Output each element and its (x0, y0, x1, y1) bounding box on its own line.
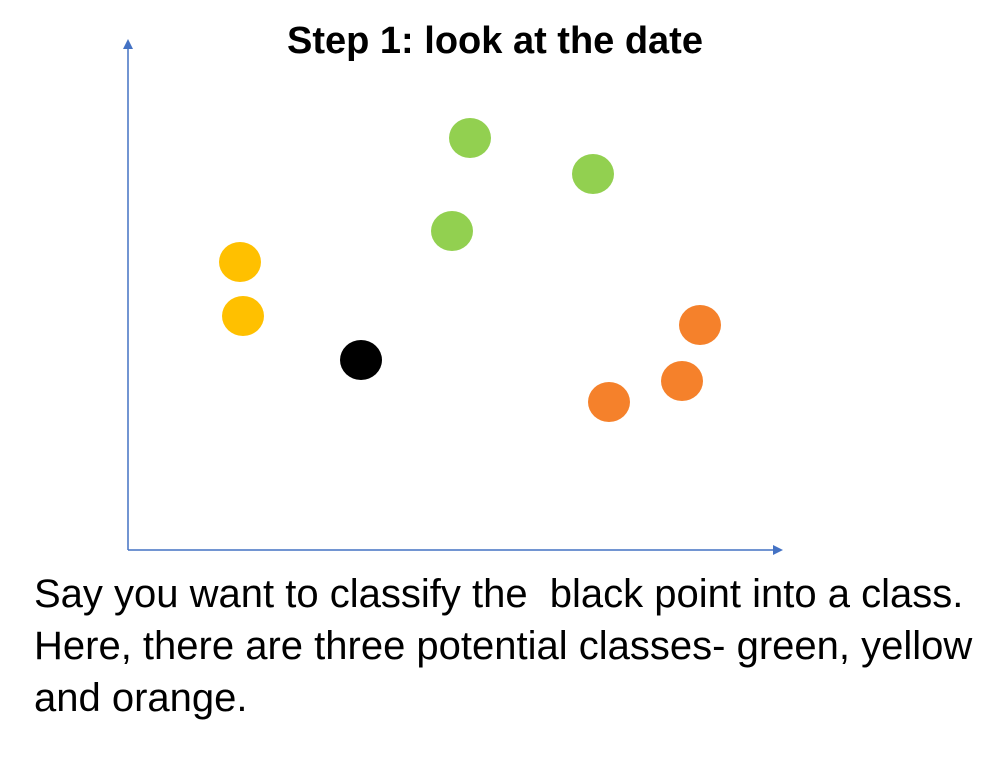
green-point (572, 154, 614, 194)
orange-point (661, 361, 703, 401)
caption-text: Say you want to classify the black point… (34, 572, 984, 720)
data-points (219, 118, 721, 422)
slide-title: Step 1: look at the date (287, 20, 703, 62)
black-point (340, 340, 382, 380)
green-point (431, 211, 473, 251)
orange-point (588, 382, 630, 422)
orange-point (679, 305, 721, 345)
yellow-point (219, 242, 261, 282)
green-point (449, 118, 491, 158)
scatter-diagram (123, 39, 783, 555)
yellow-point (222, 296, 264, 336)
